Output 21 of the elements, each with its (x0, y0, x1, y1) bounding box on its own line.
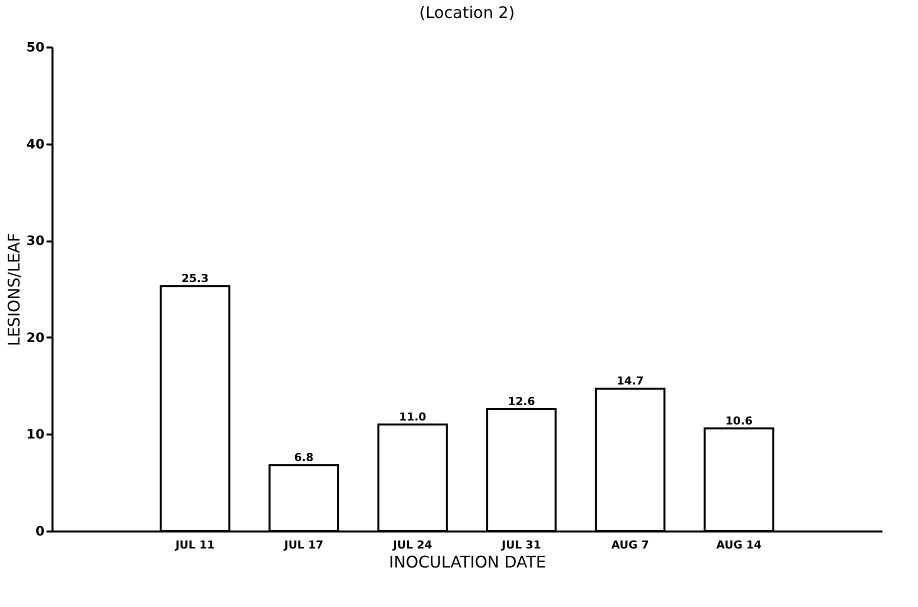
data-label: 14.7 (616, 374, 644, 388)
x-tick-label: JUL 24 (392, 538, 433, 552)
data-label: 25.3 (181, 272, 209, 286)
y-tick-label: 50 (26, 40, 44, 56)
x-tick-label: JUL 31 (500, 538, 541, 552)
data-label: 10.6 (725, 414, 753, 428)
data-label: 12.6 (508, 395, 536, 408)
y-tick-label: 10 (26, 428, 44, 443)
x-axis-title: INOCULATION DATE (389, 552, 546, 572)
x-tick-label: AUG 14 (716, 538, 762, 552)
y-tick-label: 30 (26, 234, 44, 250)
data-label: 6.8 (294, 451, 314, 464)
x-tick-label: AUG 7 (611, 538, 649, 552)
x-tick-label: JUL 17 (283, 538, 324, 552)
y-axis-title: LESIONS/LEAF (4, 232, 24, 346)
chart-title: (Location 2) (419, 3, 515, 22)
x-tick-label: JUL 11 (174, 538, 215, 552)
data-label: 11.0 (399, 410, 427, 424)
y-tick-label: 40 (26, 137, 44, 152)
y-tick-label: 0 (35, 524, 44, 540)
y-tick-label: 20 (26, 330, 44, 346)
